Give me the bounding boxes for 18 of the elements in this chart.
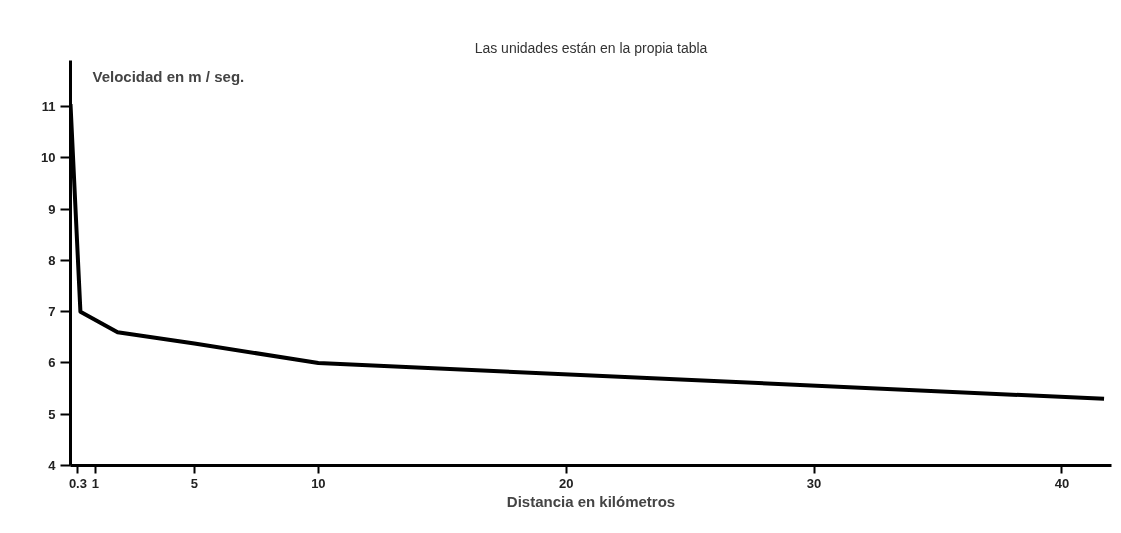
chart-title: Las unidades están en la propia tabla (474, 39, 708, 56)
x-axis-title: Distancia en kilómetros (506, 492, 676, 510)
x-tick-label: 40 (1054, 475, 1070, 491)
x-tick-label: 0.3 (68, 475, 87, 491)
y-tick-label: 7 (48, 304, 56, 320)
x-tick-label: 20 (558, 475, 574, 491)
y-tick-label: 6 (48, 355, 56, 371)
y-axis-title: Velocidad en m / seg. (92, 67, 245, 85)
y-tick-label: 5 (48, 406, 56, 422)
y-tick-label: 9 (48, 201, 56, 217)
y-tick-label: 4 (48, 458, 57, 473)
x-tick-label: 1 (91, 475, 99, 491)
y-tick-label: 8 (48, 252, 56, 268)
y-tick-label: 10 (41, 150, 56, 166)
x-tick-label: 30 (806, 475, 822, 491)
x-tick-label: 10 (311, 475, 326, 491)
y-tick-label: 11 (41, 99, 56, 115)
x-tick-label: 5 (190, 475, 199, 491)
